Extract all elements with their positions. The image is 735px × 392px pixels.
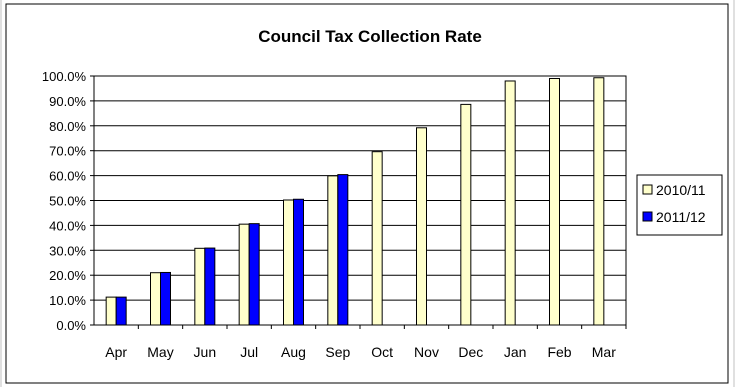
- x-tick-label: Jul: [240, 344, 258, 360]
- y-tick-label: 50.0%: [49, 194, 86, 209]
- y-tick-label: 60.0%: [49, 169, 86, 184]
- x-tick-label: Feb: [547, 344, 571, 360]
- bar-2010-11-jul: [238, 223, 250, 326]
- legend-label: 2011/12: [656, 209, 706, 225]
- bar-2010-11-sep: [327, 175, 339, 326]
- bar-2011-12-sep: [337, 174, 349, 326]
- y-tick-label: 40.0%: [49, 218, 86, 233]
- x-tick-label: Nov: [414, 344, 439, 360]
- y-tick-label: 90.0%: [49, 94, 86, 109]
- bar-2010-11-dec: [460, 103, 472, 326]
- y-tick-label: 30.0%: [49, 243, 86, 258]
- x-tick-label: Oct: [371, 344, 393, 360]
- bar-2010-11-feb: [549, 77, 560, 326]
- x-tick-label: May: [147, 344, 173, 360]
- legend-label: 2010/11: [656, 182, 706, 198]
- chart-title: Council Tax Collection Rate: [258, 27, 482, 46]
- bar-2011-12-jun: [204, 247, 216, 326]
- x-tick-label: Mar: [592, 344, 616, 360]
- bar-2011-12-jul: [248, 223, 260, 326]
- plot-area: 0.0% 10.0% 20.0% 30.0% 40.0% 50.0% 60.0% 70.0% 8…: [42, 69, 627, 360]
- y-tick-label: 10.0%: [49, 293, 86, 308]
- y-tick-label: 80.0%: [49, 119, 86, 134]
- bar-2011-12-apr: [115, 296, 127, 326]
- x-tick-label: Jan: [504, 344, 527, 360]
- bar-2010-11-aug: [283, 199, 294, 326]
- y-tick-label: 0.0%: [56, 318, 86, 333]
- bar-2011-12-aug: [293, 198, 304, 326]
- legend-swatch: [642, 184, 653, 195]
- x-tick-label: Sep: [325, 344, 350, 360]
- bar-2010-11-jan: [504, 80, 516, 326]
- bar-2010-11-jun: [194, 247, 206, 326]
- legend-swatch: [642, 211, 653, 222]
- bar-2010-11-mar: [593, 77, 605, 326]
- x-tick-label: Dec: [458, 344, 483, 360]
- y-tick-label: 100.0%: [42, 69, 87, 84]
- bar-2010-11-nov: [416, 127, 427, 326]
- bar-2011-12-may: [160, 271, 171, 326]
- bar-2010-11-may: [150, 272, 161, 326]
- y-tick-label: 70.0%: [49, 144, 86, 159]
- legend: 2010/11 2011/12: [636, 174, 723, 236]
- y-tick-label: 20.0%: [49, 268, 86, 283]
- bar-2010-11-apr: [105, 296, 117, 326]
- x-tick-label: Apr: [105, 344, 127, 360]
- x-tick-label: Jun: [194, 344, 217, 360]
- bar-2010-11-oct: [371, 151, 383, 326]
- x-tick-label: Aug: [281, 344, 306, 360]
